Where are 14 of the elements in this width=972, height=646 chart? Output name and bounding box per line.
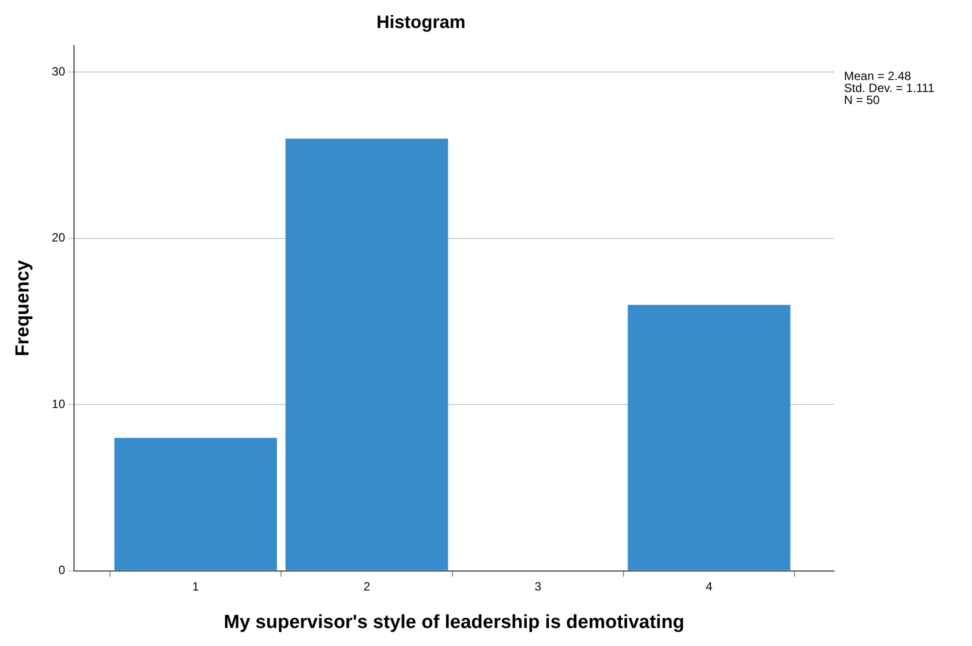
y-axis-title: Frequency [12, 260, 34, 356]
text: N = 50 [844, 92, 880, 107]
text: Mean = 2.48 [844, 68, 912, 83]
chart-title: Histogram [376, 12, 466, 32]
x-axis-title: My supervisor's style of leadership is demotivating [224, 612, 684, 633]
y-tick-label: 20 [52, 230, 66, 245]
y-tick-label: 10 [52, 396, 66, 411]
x-tick-label: 1 [192, 579, 200, 594]
x-tick-label: 3 [534, 579, 542, 594]
x-tick-label: 2 [363, 579, 370, 594]
y-tick-label: 30 [52, 64, 66, 79]
y-tick-label: 0 [58, 563, 66, 578]
text: Std. Dev. = 1.111 [844, 80, 935, 95]
x-tick-label: 4 [706, 579, 713, 594]
